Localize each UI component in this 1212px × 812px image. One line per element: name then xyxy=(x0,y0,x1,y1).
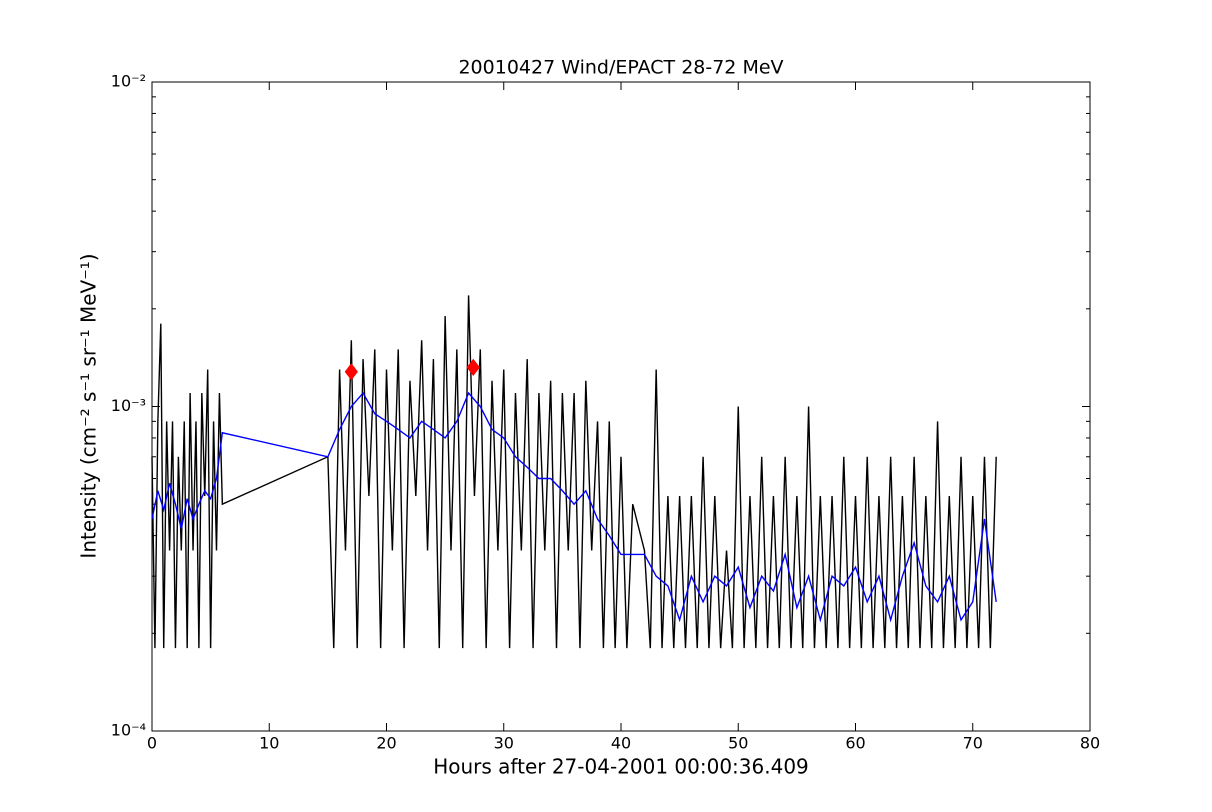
y-tick-label: 10⁻² xyxy=(111,72,146,91)
x-tick-label: 70 xyxy=(963,734,983,753)
marker xyxy=(466,358,480,376)
x-tick-label: 20 xyxy=(376,734,396,753)
y-tick-label: 10⁻⁴ xyxy=(111,721,146,740)
x-axis-label: Hours after 27-04-2001 00:00:36.409 xyxy=(433,755,809,779)
y-axis-label: Intensity (cm⁻² s⁻¹ sr⁻¹ MeV⁻¹) xyxy=(77,253,101,558)
x-tick-label: 0 xyxy=(147,734,157,753)
x-tick-label: 60 xyxy=(845,734,865,753)
x-tick-label: 10 xyxy=(259,734,279,753)
chart-title: 20010427 Wind/EPACT 28-72 MeV xyxy=(458,57,783,79)
y-tick-label: 10⁻³ xyxy=(111,396,146,415)
x-tick-label: 30 xyxy=(494,734,514,753)
x-tick-label: 80 xyxy=(1080,734,1100,753)
marker xyxy=(344,363,358,381)
series-line xyxy=(151,295,997,649)
series-line xyxy=(151,391,997,623)
x-tick-label: 50 xyxy=(728,734,748,753)
x-tick-label: 40 xyxy=(611,734,631,753)
